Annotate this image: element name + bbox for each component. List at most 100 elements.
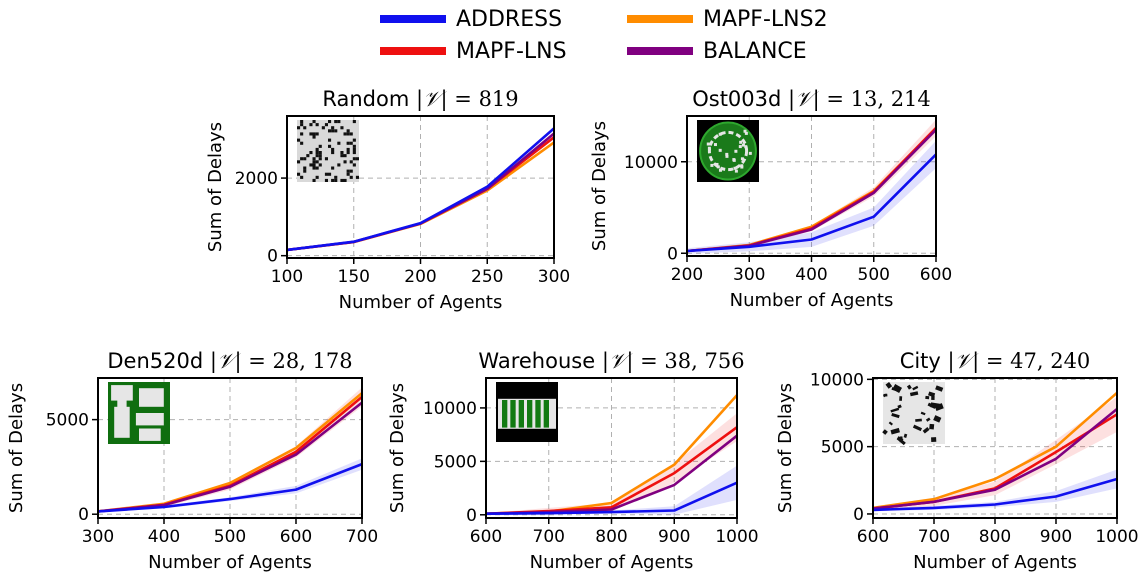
inset-block: [139, 428, 161, 441]
series-line-balance: [872, 407, 1118, 510]
y-tick-label: 5000: [46, 411, 89, 431]
inset-building: [912, 385, 919, 391]
inset-cell: [324, 178, 328, 182]
inset-shelf: [502, 400, 508, 428]
inset-building: [882, 429, 888, 435]
series-line-address: [97, 462, 363, 513]
inset-cell: [312, 160, 316, 164]
legend-swatch-balance: [627, 47, 693, 55]
inset-speck: [734, 149, 738, 153]
chart-title-equals: | =: [813, 87, 851, 112]
band-address: [687, 140, 936, 254]
inset-cell: [328, 129, 332, 133]
inset-cell: [352, 147, 356, 151]
inset-building: [899, 396, 903, 401]
inset-cell: [331, 166, 335, 170]
chart-title: Random |𝒱| = 819: [322, 87, 518, 112]
inset-cell: [300, 175, 304, 179]
inset-cell: [349, 141, 353, 145]
inset-building: [935, 385, 944, 392]
legend-label-mapf-lns: MAPF-LNS: [456, 38, 567, 64]
chart-title-set: |: [602, 349, 609, 374]
legend-label-address: ADDRESS: [456, 6, 563, 32]
inset-cell: [343, 154, 347, 158]
inset-cell: [315, 151, 319, 155]
inset-block: [117, 394, 127, 426]
chart-title: Den520d |𝒱| = 28, 178: [107, 349, 352, 374]
legend-item-address: ADDRESS: [380, 4, 562, 34]
inset-building: [890, 407, 900, 413]
inset-cell: [346, 141, 350, 145]
inset-speck: [738, 145, 742, 149]
inset-cell: [309, 123, 313, 127]
inset-speck: [743, 129, 747, 133]
band-address: [873, 469, 1117, 512]
inset-cell: [318, 154, 322, 158]
inset-cell: [340, 154, 344, 158]
inset-building: [912, 424, 923, 432]
x-tick-label: 700: [533, 527, 565, 547]
inset-building: [899, 436, 903, 443]
chart-title-name: Ost003d: [692, 87, 788, 111]
x-tick-label: 800: [979, 527, 1011, 547]
inset-cell: [309, 163, 313, 167]
inset-cell: [315, 160, 319, 164]
inset-speck: [713, 143, 717, 147]
chart-title-value: 38, 756: [664, 349, 744, 373]
inset-building: [915, 418, 922, 422]
inset-cell: [297, 172, 301, 176]
inset-cell: [346, 147, 350, 151]
legend-item-balance: BALANCE: [627, 36, 807, 66]
inset-cell: [315, 166, 319, 170]
inset-cell: [315, 132, 319, 136]
inset-cell: [331, 147, 335, 151]
inset-building: [925, 417, 931, 422]
inset-building: [909, 391, 919, 397]
legend-label-mapf-lns2: MAPF-LNS2: [703, 6, 828, 32]
chart-title-equals: | =: [441, 87, 479, 112]
x-tick-label: 600: [920, 265, 952, 285]
inset-cell: [312, 120, 316, 124]
series-line-address: [872, 477, 1118, 512]
inset-building: [883, 393, 888, 397]
inset-speck: [734, 169, 738, 173]
chart-random: 100 150 200 250 300 0 2000 Number of Agents Sum …: [205, 87, 570, 313]
inset-cell: [306, 154, 310, 158]
inset-cell: [343, 132, 347, 136]
inset-cell: [340, 151, 344, 155]
inset-cell: [346, 169, 350, 173]
inset-speck: [707, 146, 711, 150]
inset-building: [920, 411, 926, 416]
inset-cell: [309, 151, 313, 155]
x-tick-label: 300: [82, 527, 114, 547]
inset-cell: [328, 144, 332, 148]
inset-speck: [740, 157, 744, 161]
y-axis-label: Sum of Delays: [6, 383, 27, 513]
inset-speck: [744, 145, 748, 149]
inset-cell: [349, 175, 353, 179]
inset-cell: [352, 163, 356, 167]
inset-cell: [318, 163, 322, 167]
inset-speck: [716, 165, 720, 169]
inset-speck: [718, 168, 722, 172]
inset-cell: [352, 120, 356, 124]
chart-title-equals: | =: [972, 349, 1010, 374]
inset-cell: [324, 157, 328, 161]
inset-cell: [337, 120, 341, 124]
x-tick-label: 1000: [1095, 527, 1138, 547]
chart-title: City |𝒱| = 47, 240: [900, 349, 1091, 374]
inset-speck: [706, 142, 710, 146]
series-line-address: [286, 127, 555, 252]
chart-title: Warehouse |𝒱| = 38, 756: [478, 349, 744, 374]
inset-cell: [334, 120, 338, 124]
inset-cell: [324, 172, 328, 176]
chart-title-set: |: [416, 87, 423, 112]
y-tick-label: 5000: [821, 438, 864, 458]
y-axis-label: Sum of Delays: [775, 383, 796, 513]
inset-building: [891, 412, 900, 419]
inset-building: [903, 433, 908, 438]
inset-den520d-map: [108, 382, 170, 444]
inset-shelf: [518, 400, 524, 428]
